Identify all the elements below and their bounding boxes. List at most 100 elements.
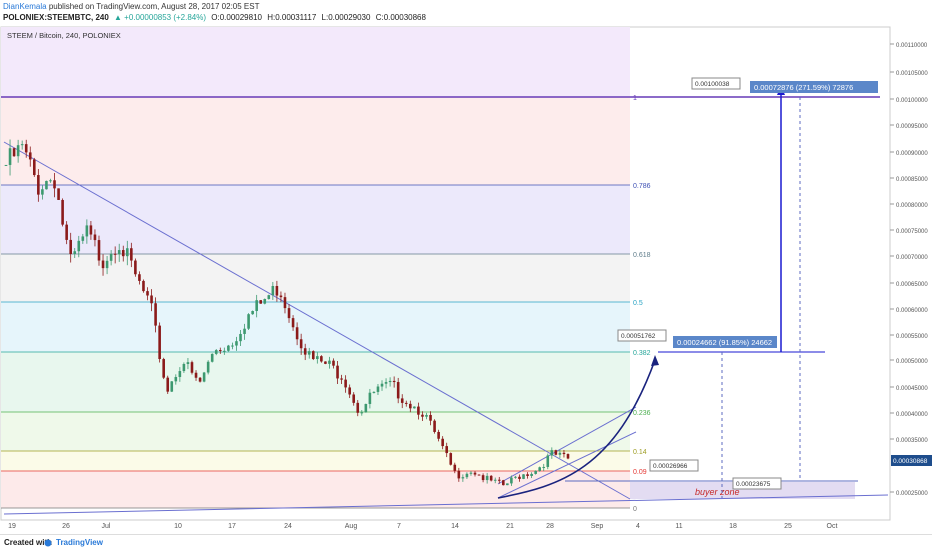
svg-text:0.00024662 (91.85%) 24662: 0.00024662 (91.85%) 24662 [677, 338, 772, 347]
candle-body [49, 180, 52, 182]
time-tick-label: 14 [451, 523, 459, 530]
candle-body [178, 371, 182, 378]
price-tick-label: 0.00085000 [896, 177, 928, 183]
price-tick-label: 0.00110000 [896, 43, 928, 49]
candle-body [299, 339, 303, 349]
candle-body [235, 341, 238, 346]
candle-body [73, 251, 77, 254]
candle-body [117, 250, 121, 255]
channel-line-lower[interactable] [497, 431, 637, 499]
candle-body [8, 148, 12, 165]
time-tick-label: 28 [546, 523, 554, 530]
candle-body [279, 295, 283, 298]
measure-label-top[interactable]: 0.00072876 (271.59%) 72876 [750, 81, 878, 93]
change-value: ▲ +0.00000853 (+2.84%) [114, 13, 207, 22]
price-tick-label: 0.00100000 [896, 98, 928, 104]
candle-body [421, 414, 424, 417]
downtrend-line[interactable] [3, 141, 631, 500]
candle-body [449, 453, 453, 465]
price-scale[interactable]: 0.00110000 0.00105000 0.00100000 0.00095000… [890, 43, 928, 497]
candle-body [307, 351, 311, 355]
buyer-zone-box[interactable] [630, 482, 855, 499]
fib-zone [1, 254, 630, 302]
price-tick-label: 0.00070000 [896, 255, 928, 261]
candle-body [340, 378, 343, 380]
measure-label-mid[interactable]: 0.00024662 (91.85%) 24662 [673, 336, 777, 348]
candle-body [206, 361, 210, 373]
candle-body [218, 350, 222, 352]
open-value: O:0.00029810 [211, 13, 262, 22]
candle-body [514, 476, 517, 478]
candle-body [227, 345, 230, 351]
fib-level-label: 0.236 [633, 410, 651, 417]
candle-body [77, 240, 81, 252]
candle-body [166, 377, 170, 392]
callout-mid[interactable]: 0.00051762 [617, 329, 667, 342]
candle-body [89, 225, 93, 235]
candle-body [311, 351, 315, 360]
callout-top[interactable]: 0.00100038 [691, 77, 741, 90]
low-value: L:0.00029030 [321, 13, 371, 22]
price-tick-label: 0.00105000 [896, 71, 928, 77]
candle-body [267, 295, 271, 300]
symbol-ohlc-line: POLONIEX:STEEMBTC, 240 ▲ +0.00000853 (+2… [3, 13, 429, 23]
candle-body [320, 356, 323, 362]
time-tick-label: 25 [784, 523, 792, 530]
price-tick-label: 0.00045000 [896, 386, 928, 392]
publish-info: published on TradingView.com, August 28,… [48, 2, 260, 11]
channel-line-upper[interactable] [497, 406, 637, 485]
time-tick-label: 10 [174, 523, 182, 530]
candle-body [41, 189, 44, 195]
callout-low1[interactable]: 0.00026966 [649, 459, 699, 472]
created-with-label: Created with [4, 538, 53, 547]
candle-body [97, 240, 101, 261]
candle-body [356, 402, 360, 413]
price-tick-label: 0.00065000 [896, 282, 928, 288]
svg-text:0.00100038: 0.00100038 [695, 81, 730, 88]
close-value: C:0.00030868 [375, 13, 426, 22]
candle-body [223, 350, 226, 352]
candle-body [550, 450, 554, 456]
time-axis[interactable]: 19 26 Jul 10 17 24 Aug 7 14 21 28 Sep 4 11 18 25 Oct [8, 523, 837, 530]
fib-level-label: 0.786 [633, 183, 651, 190]
publish-line: DianKemala published on TradingView.com,… [3, 2, 259, 12]
candle-body [413, 406, 416, 409]
parabolic-arrow[interactable] [497, 359, 656, 499]
high-value: H:0.00031117 [267, 13, 317, 22]
candle-body [473, 472, 477, 475]
candle-body [121, 250, 125, 257]
fib-zone [1, 471, 630, 508]
brand-label[interactable]: TradingView [56, 538, 103, 547]
author-link[interactable]: DianKemala [3, 2, 47, 11]
candle-body [429, 414, 432, 421]
time-tick-label: 17 [228, 523, 236, 530]
symbol-label: POLONIEX:STEEMBTC, 240 [3, 13, 109, 22]
support-line[interactable] [3, 494, 889, 515]
candle-body [158, 325, 161, 360]
candle-body [542, 466, 546, 468]
fib-zone [1, 451, 630, 471]
candle-body [376, 386, 380, 392]
fib-zone [1, 27, 630, 97]
candles [4, 139, 570, 486]
candle-body [247, 314, 250, 329]
candle-body [202, 372, 206, 382]
candle-body [445, 446, 449, 454]
candle-body [554, 450, 558, 455]
candle-body [291, 318, 295, 328]
candle-body [493, 479, 497, 481]
candle-body [28, 152, 32, 160]
candle-body [138, 274, 141, 281]
candle-body [457, 470, 461, 479]
svg-text:0.00072876 (271.59%) 72876: 0.00072876 (271.59%) 72876 [754, 83, 853, 92]
fib-level-label: 0.618 [633, 252, 651, 259]
candle-body [142, 280, 145, 292]
candle-body [433, 420, 436, 432]
candle-body [154, 303, 157, 326]
price-chart[interactable]: 1 0.786 0.618 0.5 0.382 0.236 0.14 0.09 0 buyer … [0, 26, 932, 536]
candle-body [210, 353, 214, 362]
candle-body [287, 308, 291, 319]
candle-body [522, 474, 525, 479]
callout-low2[interactable]: 0.00023675 [732, 477, 782, 490]
svg-text:0.00023675: 0.00023675 [736, 481, 771, 488]
